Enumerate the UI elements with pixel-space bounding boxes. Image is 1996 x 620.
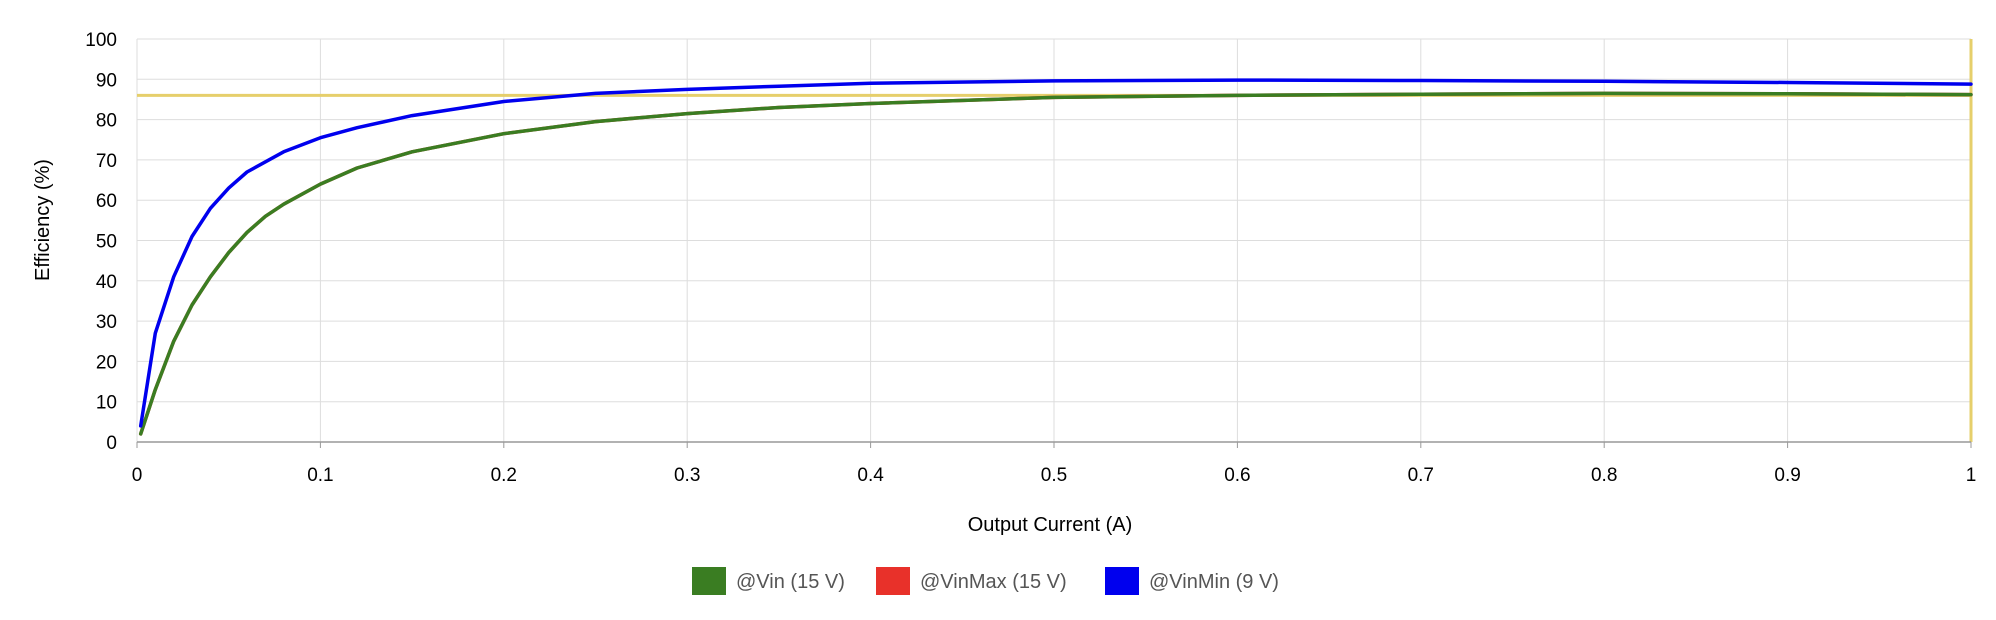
y-tick-label: 0 [106,433,117,454]
x-tick-label: 0 [132,465,143,486]
x-tick-label: 0.1 [307,465,333,486]
x-tick-label: 0.2 [491,465,517,486]
y-tick-label: 60 [96,191,117,212]
y-tick-labels: 0 10 20 30 40 50 60 70 80 90 100 [85,30,117,454]
y-tick-label: 40 [96,272,117,293]
y-tick-label: 90 [96,70,117,91]
grid [136,38,1972,443]
y-tick-label: 20 [96,352,117,373]
legend-item[interactable]: @VinMax (15 V) [876,567,1067,595]
y-tick-label: 70 [96,151,117,172]
x-axis-title: Output Current (A) [968,514,1133,536]
x-tick-label: 0.7 [1408,465,1434,486]
x-tick-label: 0.9 [1774,465,1800,486]
legend-label: @Vin (15 V) [736,571,845,593]
y-tick-label: 80 [96,111,117,132]
legend-item[interactable]: @VinMin (9 V) [1105,567,1279,595]
x-tick-label: 0.5 [1041,465,1067,486]
x-tick-labels: 0 0.1 0.2 0.3 0.4 0.5 0.6 0.7 0.8 0.9 1 [132,465,1977,486]
legend-swatch [692,567,726,595]
x-tick-label: 0.4 [857,465,884,486]
axes [136,441,1972,448]
x-tick-label: 0.3 [674,465,700,486]
x-tick-label: 0.8 [1591,465,1617,486]
legend-item[interactable]: @Vin (15 V) [692,567,845,595]
series-line-2 [138,78,1973,428]
legend-swatch [876,567,910,595]
reference-lines [137,39,1973,442]
series-line-0 [138,91,1973,436]
y-tick-label: 50 [96,232,117,253]
series-line-1 [138,91,1973,436]
legend: @Vin (15 V) @VinMax (15 V) @VinMin (9 V) [692,567,1279,595]
y-tick-label: 100 [85,30,117,51]
y-tick-label: 10 [96,393,117,414]
legend-label: @VinMin (9 V) [1149,571,1279,593]
y-axis-title: Efficiency (%) [32,159,54,281]
y-tick-label: 30 [96,312,117,333]
legend-label: @VinMax (15 V) [920,571,1067,593]
series-lines [138,78,1973,436]
x-tick-label: 0.6 [1224,465,1250,486]
x-tick-label: 1 [1966,465,1977,486]
legend-swatch [1105,567,1139,595]
